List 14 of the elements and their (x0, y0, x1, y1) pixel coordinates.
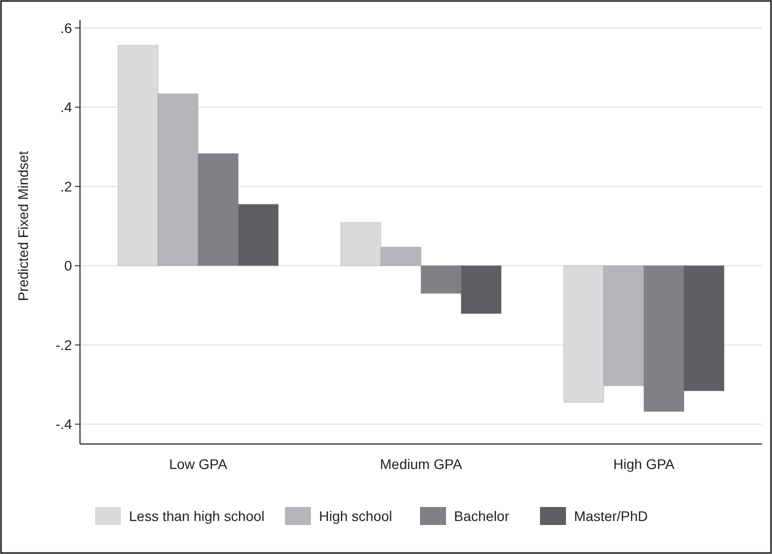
y-tick-label: 0 (64, 258, 72, 274)
y-tick-label: -.4 (56, 416, 72, 432)
x-tick-label: Medium GPA (380, 456, 463, 472)
x-tick-label: High GPA (613, 456, 676, 472)
legend-label: Master/PhD (574, 508, 648, 524)
legend-label: Bachelor (454, 508, 510, 524)
y-axis-title: Predicted Fixed Mindset (15, 150, 31, 302)
legend-label: High school (319, 508, 392, 524)
legend-label: Less than high school (129, 508, 264, 524)
x-tick-label: Low GPA (169, 456, 228, 472)
y-tick-label: .6 (60, 20, 72, 36)
y-tick-label: -.2 (56, 336, 72, 353)
y-tick-label: .4 (60, 99, 72, 116)
y-tick-label: .2 (60, 178, 72, 194)
